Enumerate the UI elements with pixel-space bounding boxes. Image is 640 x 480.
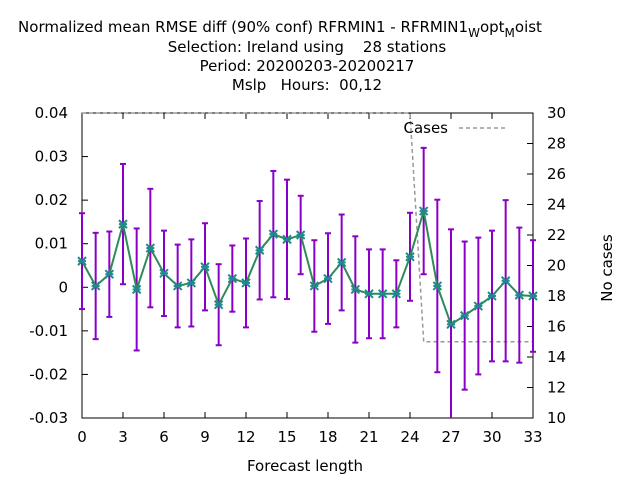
y2-tick-label: 10 bbox=[547, 409, 566, 427]
data-point bbox=[473, 301, 484, 311]
data-point bbox=[446, 319, 456, 330]
y-tick-label: 0.03 bbox=[35, 148, 68, 166]
data-point bbox=[268, 229, 279, 239]
series-line bbox=[81, 210, 534, 326]
y2-tick-label: 16 bbox=[547, 318, 566, 336]
data-point bbox=[213, 300, 224, 310]
legend-label-cases: Cases bbox=[403, 119, 448, 137]
y-tick-label: -0.02 bbox=[29, 365, 68, 383]
y2-tick-label: 24 bbox=[547, 196, 566, 214]
data-point bbox=[131, 284, 142, 295]
title-line-2: Selection: Ireland using 28 stations bbox=[168, 38, 447, 56]
data-point bbox=[418, 206, 429, 216]
data-point bbox=[200, 262, 210, 272]
data-point bbox=[159, 268, 169, 279]
y2-tick-label: 14 bbox=[547, 348, 566, 366]
data-point bbox=[145, 243, 156, 253]
data-point bbox=[528, 291, 538, 301]
data-point bbox=[254, 245, 265, 255]
data-point bbox=[459, 310, 470, 321]
x-tick-label: 21 bbox=[359, 428, 378, 446]
x-tick-label: 24 bbox=[400, 428, 419, 446]
y-tick-label: 0.02 bbox=[35, 191, 68, 209]
y2-tick-label: 30 bbox=[547, 104, 566, 122]
data-point bbox=[118, 219, 128, 229]
data-point bbox=[241, 278, 251, 288]
y2-tick-label: 20 bbox=[547, 257, 566, 275]
x-tick-label: 15 bbox=[277, 428, 296, 446]
x-tick-label: 0 bbox=[77, 428, 87, 446]
x-tick-label: 18 bbox=[318, 428, 337, 446]
legend: Cases bbox=[403, 119, 505, 137]
x-tick-label: 27 bbox=[441, 428, 460, 446]
data-point bbox=[295, 230, 306, 240]
data-point bbox=[405, 252, 415, 262]
x-tick-label: 9 bbox=[200, 428, 210, 446]
data-point bbox=[104, 269, 115, 279]
x-tick-label: 6 bbox=[159, 428, 169, 446]
y2-axis-label: No cases bbox=[598, 234, 616, 302]
x-tick-label: 3 bbox=[118, 428, 128, 446]
y2-tick-label: 22 bbox=[547, 226, 566, 244]
data-point bbox=[487, 291, 497, 301]
data-point bbox=[323, 273, 333, 284]
data-point bbox=[282, 234, 292, 245]
data-point bbox=[309, 281, 320, 291]
point-layer bbox=[77, 206, 538, 330]
title-line-1: Normalized mean RMSE diff (90% conf) RFR… bbox=[18, 18, 542, 40]
data-point bbox=[350, 284, 361, 295]
y-tick-label: -0.01 bbox=[29, 322, 68, 340]
data-point bbox=[77, 256, 87, 266]
title-line-3: Period: 20200203-20200217 bbox=[200, 57, 415, 75]
y2-tick-label: 28 bbox=[547, 135, 566, 153]
axis-ticks: 0 3 6 9 12 15 18 21 24 27 30 33 0.04 0.03 0.02 0.01 0 -0.… bbox=[29, 104, 566, 446]
data-point bbox=[377, 289, 388, 299]
errorbar-layer bbox=[79, 146, 536, 418]
y-tick-label: -0.03 bbox=[29, 409, 68, 427]
data-point bbox=[514, 290, 525, 300]
cases-layer bbox=[82, 112, 533, 343]
x-tick-label: 30 bbox=[482, 428, 501, 446]
data-point bbox=[90, 281, 101, 291]
y2-tick-label: 26 bbox=[547, 165, 566, 183]
data-point bbox=[336, 257, 347, 268]
x-tick-label: 33 bbox=[523, 428, 542, 446]
data-point bbox=[172, 281, 183, 291]
data-point bbox=[391, 289, 402, 299]
y2-tick-label: 12 bbox=[547, 379, 566, 397]
data-point bbox=[432, 281, 443, 291]
y-tick-label: 0.04 bbox=[35, 104, 68, 122]
title-line-4: Mslp Hours: 00,12 bbox=[232, 76, 382, 94]
data-point bbox=[227, 273, 238, 284]
y-tick-label: 0 bbox=[58, 278, 68, 296]
y-tick-label: 0.01 bbox=[35, 235, 68, 253]
x-axis-label: Forecast length bbox=[247, 457, 363, 475]
data-point bbox=[500, 276, 511, 286]
data-point bbox=[364, 289, 374, 299]
x-tick-label: 12 bbox=[236, 428, 255, 446]
line-layer bbox=[81, 210, 534, 326]
cases-line bbox=[82, 112, 533, 343]
chart-title: Normalized mean RMSE diff (90% conf) RFR… bbox=[18, 18, 542, 94]
data-point bbox=[186, 278, 197, 288]
y2-tick-label: 18 bbox=[547, 287, 566, 305]
